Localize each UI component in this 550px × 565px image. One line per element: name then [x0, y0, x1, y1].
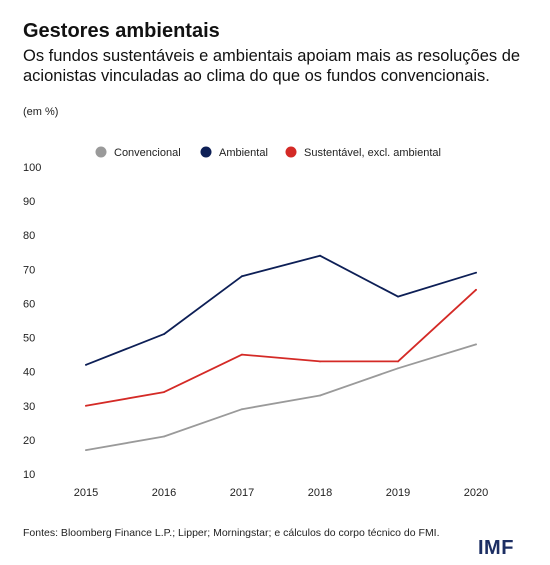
legend-marker — [95, 146, 107, 158]
y-tick-label: 80 — [23, 230, 35, 242]
data-point — [397, 367, 399, 370]
x-tick-label: 2018 — [308, 487, 332, 499]
legend-marker — [285, 146, 297, 158]
data-point — [163, 391, 165, 394]
data-point — [85, 363, 87, 366]
y-tick-label: 30 — [23, 401, 35, 413]
data-point — [475, 288, 477, 291]
y-tick-label: 40 — [23, 367, 35, 379]
source-note: Fontes: Bloomberg Finance L.P.; Lipper; … — [23, 527, 440, 539]
x-tick-label: 2020 — [464, 487, 488, 499]
x-tick-label: 2016 — [152, 487, 176, 499]
data-point — [397, 295, 399, 298]
series-line — [85, 254, 477, 366]
y-tick-label: 100 — [23, 162, 41, 174]
legend-label: Ambiental — [219, 147, 268, 159]
units-label: (em %) — [23, 106, 59, 118]
x-tick-label: 2015 — [74, 487, 98, 499]
y-tick-label: 60 — [23, 298, 35, 310]
data-point — [397, 360, 399, 363]
data-point — [241, 275, 243, 278]
legend-label: Sustentável, excl. ambiental — [304, 147, 441, 159]
imf-logo: IMF — [478, 537, 514, 559]
chart-subtitle: Os fundos sustentáveis e ambientais apoi… — [23, 47, 521, 85]
data-point — [85, 449, 87, 452]
x-tick-label: 2017 — [230, 487, 254, 499]
data-point — [319, 394, 321, 397]
y-tick-label: 10 — [23, 469, 35, 481]
legend-label: Convencional — [114, 147, 181, 159]
y-tick-label: 20 — [23, 435, 35, 447]
data-point — [475, 343, 477, 346]
data-point — [319, 360, 321, 363]
data-point — [85, 404, 87, 407]
y-tick-label: 50 — [23, 333, 35, 345]
series-line — [85, 343, 477, 452]
data-point — [475, 271, 477, 274]
legend-marker — [200, 146, 212, 158]
y-tick-label: 90 — [23, 196, 35, 208]
y-tick-label: 70 — [23, 264, 35, 276]
data-point — [319, 254, 321, 257]
data-point — [241, 353, 243, 356]
x-tick-label: 2019 — [386, 487, 410, 499]
chart-title: Gestores ambientais — [23, 20, 220, 42]
data-point — [163, 435, 165, 438]
data-point — [163, 333, 165, 336]
data-point — [241, 408, 243, 411]
series-line — [85, 288, 477, 407]
